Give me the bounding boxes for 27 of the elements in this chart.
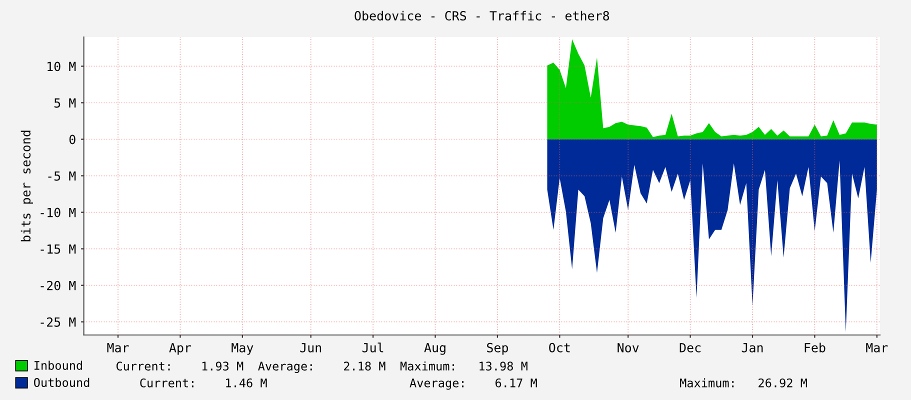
x-tick-label: Jun <box>300 343 322 352</box>
y-tick-label: 10 M <box>48 62 76 72</box>
x-tick-label: Jul <box>362 342 384 352</box>
x-tick-label: Mar <box>107 343 129 352</box>
x-tick-label: Oct <box>549 342 570 352</box>
y-tick-label: 0 <box>69 134 76 144</box>
y-tick-label: -20 M <box>40 280 76 290</box>
y-tick-label: -25 M <box>40 317 76 327</box>
legend-label: Outbound <box>34 378 90 387</box>
x-tick-label: Jan <box>742 343 763 352</box>
x-tick-label: Mar <box>866 343 888 352</box>
x-tick-label: Dec <box>680 343 701 352</box>
x-tick-label: Sep <box>487 342 508 355</box>
x-tick-label: Aug <box>424 343 446 355</box>
y-axis-title: bits per second <box>20 130 33 242</box>
legend-label: Inbound <box>34 360 82 370</box>
text: Current: 1.46 M Average: 6.17 M Maximum: 26.92 M <box>140 378 807 390</box>
y-tick-label: 5 M <box>54 98 76 108</box>
x-tick-label: May <box>232 343 254 355</box>
chart-title: Obedovice - CRS - Traffic - ether8 <box>354 10 610 21</box>
y-tick-label: -5 M <box>48 171 76 181</box>
y-tick-label: -10 M <box>40 208 76 218</box>
x-tick-label: Nov <box>618 343 639 352</box>
x-tick-label: Apr <box>169 343 192 355</box>
y-tick-label: -15 M <box>40 244 76 254</box>
x-tick-label: Feb <box>804 342 826 352</box>
text: Current: 1.93 M Average: 2.18 M Maximum: 13.98 M <box>116 361 528 373</box>
